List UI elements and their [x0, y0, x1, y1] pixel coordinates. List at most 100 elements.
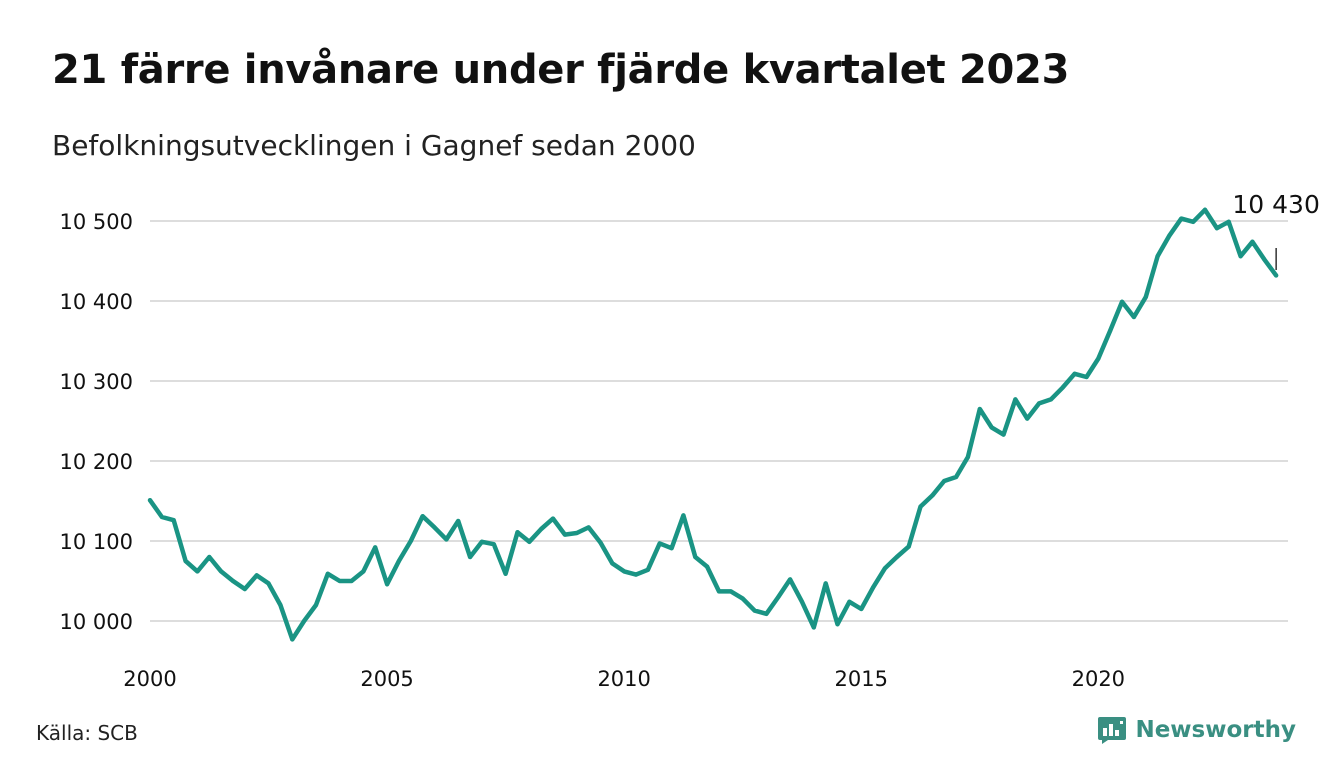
annotation-label: 10 430	[1232, 190, 1319, 219]
data-point	[728, 589, 733, 594]
data-point	[1001, 432, 1006, 437]
data-point	[894, 555, 899, 559]
brand-name: Newsworthy	[1135, 717, 1296, 743]
y-tick-label: 10 100	[60, 530, 133, 554]
x-tick-label: 2000	[123, 667, 176, 691]
data-point	[882, 566, 887, 571]
data-point	[195, 569, 200, 574]
y-axis-tick-labels: 10 000 10 100 10 200 10 300 10 400 10 500	[60, 210, 133, 634]
data-point	[515, 530, 520, 535]
data-point	[1108, 328, 1113, 333]
data-point	[740, 596, 745, 601]
data-point	[645, 567, 650, 572]
data-point	[1084, 375, 1089, 379]
data-point	[148, 498, 152, 503]
data-point	[539, 527, 544, 531]
data-point	[1191, 219, 1196, 224]
data-point	[337, 579, 342, 583]
data-point	[1155, 254, 1160, 259]
data-point	[171, 518, 176, 523]
data-point	[764, 611, 769, 616]
data-point	[1072, 371, 1077, 376]
data-point	[302, 619, 307, 623]
data-point	[823, 581, 828, 586]
data-point	[811, 625, 816, 630]
data-point	[491, 542, 496, 547]
series-line	[147, 207, 1279, 642]
data-point	[444, 537, 449, 542]
data-point	[1037, 401, 1042, 406]
data-point	[930, 493, 935, 498]
data-point	[799, 599, 804, 604]
x-axis-tick-labels: 2000 2005 2010 2015 2020	[123, 667, 1125, 691]
data-point	[1131, 315, 1136, 319]
data-point	[859, 607, 864, 611]
data-point	[942, 479, 947, 483]
data-point	[1203, 207, 1208, 212]
data-point	[551, 516, 556, 521]
data-point	[669, 546, 674, 551]
data-point	[788, 577, 793, 582]
data-point	[1143, 295, 1148, 299]
data-point	[918, 504, 923, 509]
data-point	[705, 564, 710, 569]
source-note: Källa: SCB	[36, 721, 138, 745]
data-point	[693, 555, 698, 559]
data-point	[906, 544, 911, 549]
data-point	[1060, 385, 1065, 390]
chart-subtitle: Befolkningsutvecklingen i Gagnef sedan 2…	[52, 129, 696, 162]
data-point	[574, 531, 579, 535]
data-point	[159, 515, 164, 519]
y-tick-label: 10 500	[60, 210, 133, 234]
data-point	[408, 539, 413, 543]
x-tick-label: 2005	[360, 667, 413, 691]
data-point	[586, 525, 591, 530]
x-tick-label: 2010	[597, 667, 650, 691]
data-point	[598, 540, 603, 545]
data-point	[385, 582, 390, 587]
data-point	[242, 587, 247, 591]
data-point	[847, 599, 852, 604]
data-point	[610, 561, 615, 566]
y-tick-label: 10 200	[60, 450, 133, 474]
data-point	[290, 637, 295, 642]
data-point	[1226, 219, 1231, 224]
data-point	[349, 579, 354, 583]
data-point	[183, 559, 188, 563]
data-point	[622, 569, 627, 574]
y-tick-label: 10 300	[60, 370, 133, 394]
data-point	[432, 525, 437, 530]
series-layer	[147, 207, 1279, 642]
data-point	[1025, 416, 1030, 421]
data-point	[776, 595, 781, 599]
data-point	[503, 571, 508, 576]
data-point	[1238, 254, 1243, 259]
data-point	[1250, 239, 1255, 244]
data-point	[1262, 257, 1267, 262]
data-point	[207, 555, 212, 559]
brand-logo[interactable]: Newsworthy	[1097, 712, 1296, 748]
data-point	[396, 559, 401, 563]
y-tick-label: 10 000	[60, 610, 133, 634]
data-point	[1274, 273, 1279, 278]
data-point	[1179, 216, 1184, 221]
data-point	[835, 622, 840, 627]
data-point	[313, 603, 318, 607]
data-point	[230, 579, 235, 583]
grid-lines	[150, 220, 1288, 622]
data-point	[634, 572, 639, 577]
data-point	[266, 581, 271, 586]
data-point	[1167, 233, 1172, 238]
data-point	[965, 455, 970, 459]
data-point	[752, 608, 757, 613]
data-point	[1013, 397, 1018, 402]
data-point	[1048, 397, 1053, 402]
data-point	[468, 555, 473, 559]
data-point	[527, 539, 532, 544]
x-tick-label: 2015	[835, 667, 888, 691]
data-point	[219, 569, 224, 574]
data-point	[361, 569, 366, 574]
chart-title: 21 färre invånare under fjärde kvartalet…	[52, 47, 1070, 93]
data-point	[373, 545, 378, 550]
